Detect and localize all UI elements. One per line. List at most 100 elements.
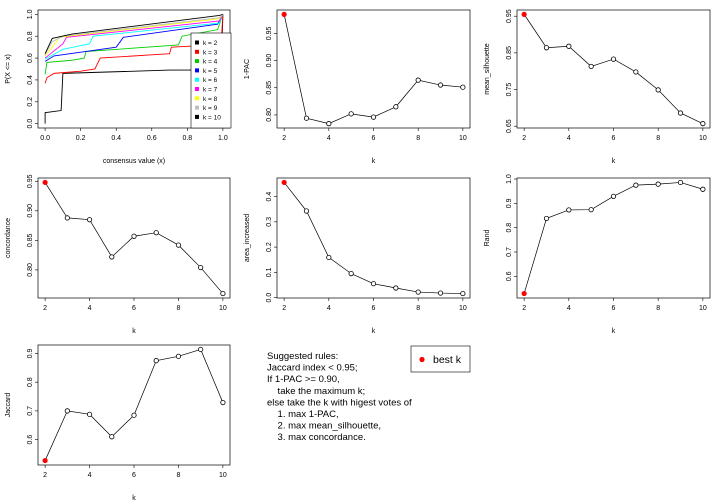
x-tick-label: 4 xyxy=(567,305,571,312)
best-k-point xyxy=(281,179,287,186)
y-tick-label: 0.95 xyxy=(506,9,513,23)
data-point xyxy=(109,254,115,260)
legend-label: k = 7 xyxy=(203,87,218,94)
legend-label: k = 9 xyxy=(203,105,218,112)
x-tick-label: 8 xyxy=(176,305,180,312)
x-tick-label: 10 xyxy=(219,305,227,312)
data-point xyxy=(64,408,70,414)
best-k-point xyxy=(521,11,527,17)
panel-area: 2 4 6 8 10 0.0 0.1 0.2 0.3 0.4 k area_increased xyxy=(244,177,471,335)
data-point xyxy=(303,115,310,121)
y-axis-label: Rand xyxy=(484,230,491,247)
panel-pac: 2 4 6 8 10 0.80 0.85 0.90 0.95 k 1-PAC xyxy=(244,9,471,165)
y-tick-label: 0.85 xyxy=(27,233,34,247)
data-point xyxy=(677,110,684,116)
legend-swatch xyxy=(195,59,199,64)
panel-concordance: 2 4 6 8 10 0.80 0.85 0.90 0.95 k concordance xyxy=(5,174,231,335)
y-axis-label: area_increased xyxy=(244,214,251,262)
x-tick-label: 2 xyxy=(282,305,286,312)
x-axis-label: k xyxy=(372,158,376,165)
plot-frame xyxy=(37,344,231,466)
legend-swatch xyxy=(195,96,199,101)
panel-silhouette: 2 4 6 8 10 0.65 0.75 0.85 0.95 k mean_silhouette xyxy=(484,9,711,165)
data-point xyxy=(700,186,706,192)
y-tick-label: 0.80 xyxy=(27,263,34,277)
x-tick-label: 10 xyxy=(459,305,467,312)
data-point xyxy=(588,207,594,213)
ecdf-line-k6 xyxy=(44,14,224,60)
legend-label: k = 4 xyxy=(203,59,218,66)
y-tick-label: 0.8 xyxy=(27,31,34,41)
x-tick-label: 0.6 xyxy=(147,135,157,142)
data-point xyxy=(220,399,226,406)
data-point xyxy=(198,346,204,353)
y-tick-label: 0.7 xyxy=(27,406,34,416)
y-axis-label: mean_silhouette xyxy=(484,43,491,94)
x-tick-label: 8 xyxy=(656,135,660,142)
y-tick-label: 0.9 xyxy=(27,348,34,358)
x-tick-label: 10 xyxy=(459,135,467,142)
y-tick-label: 1.0 xyxy=(506,174,513,184)
y-tick-label: 0.2 xyxy=(27,97,34,107)
x-axis-label: k xyxy=(612,158,616,165)
data-point xyxy=(633,182,639,188)
data-point xyxy=(460,290,466,297)
rules-line: 2. max mean_silhouette, xyxy=(267,421,381,432)
plot-frame xyxy=(276,177,471,299)
x-tick-label: 6 xyxy=(372,305,376,312)
y-tick-label: 0.6 xyxy=(27,53,34,63)
data-point xyxy=(131,233,137,239)
rules-line: 1. max 1-PAC, xyxy=(267,409,339,420)
legend-swatch xyxy=(195,87,199,91)
data-point xyxy=(175,353,182,359)
y-tick-label: 0.85 xyxy=(266,81,273,95)
x-tick-label: 6 xyxy=(132,472,136,479)
legend-label: k = 8 xyxy=(203,96,218,103)
data-point xyxy=(220,290,226,297)
data-point xyxy=(543,215,550,222)
data-point xyxy=(610,193,617,199)
x-tick-label: 0.4 xyxy=(111,135,121,142)
data-point xyxy=(348,111,354,117)
y-tick-label: 0.1 xyxy=(266,267,273,277)
data-point xyxy=(460,84,466,90)
x-tick-label: 0.8 xyxy=(182,135,192,142)
x-tick-label: 2 xyxy=(522,305,526,312)
x-tick-label: 6 xyxy=(612,135,616,142)
rules-line: 3. max concordance. xyxy=(267,432,366,443)
y-tick-label: 0.3 xyxy=(266,217,273,227)
x-tick-label: 0.0 xyxy=(40,135,50,142)
x-tick-label: 1.0 xyxy=(218,135,228,142)
x-tick-label: 10 xyxy=(699,135,707,142)
data-point xyxy=(348,271,354,277)
y-tick-label: 0.75 xyxy=(506,83,513,97)
plot-frame xyxy=(516,9,711,129)
rules-line: Suggested rules: xyxy=(267,351,338,362)
data-point xyxy=(566,43,572,49)
y-tick-label: 0.95 xyxy=(266,26,273,40)
x-tick-label: 10 xyxy=(219,472,227,479)
x-tick-label: 4 xyxy=(567,135,571,142)
legend-label: k = 2 xyxy=(203,40,218,47)
x-tick-label: 0.2 xyxy=(76,135,86,142)
x-axis-label: k xyxy=(132,495,136,502)
x-tick-label: 6 xyxy=(132,305,136,312)
y-tick-label: 1.0 xyxy=(27,9,34,19)
best-k-label: best k xyxy=(433,354,462,366)
y-axis-label: concordance xyxy=(5,218,12,258)
y-tick-label: 0.0 xyxy=(27,119,34,129)
data-point xyxy=(370,114,377,120)
y-tick-label: 0.0 xyxy=(266,293,273,303)
best-k-marker xyxy=(419,356,425,363)
x-axis-label: k xyxy=(372,328,376,335)
x-tick-label: 2 xyxy=(282,135,286,142)
x-tick-label: 4 xyxy=(88,472,92,479)
y-tick-label: 0.9 xyxy=(506,198,513,208)
y-tick-label: 0.85 xyxy=(506,46,513,60)
x-tick-label: 2 xyxy=(43,305,47,312)
series-line xyxy=(283,182,463,294)
data-point xyxy=(437,82,444,88)
data-point xyxy=(437,290,444,296)
data-point xyxy=(326,121,332,127)
